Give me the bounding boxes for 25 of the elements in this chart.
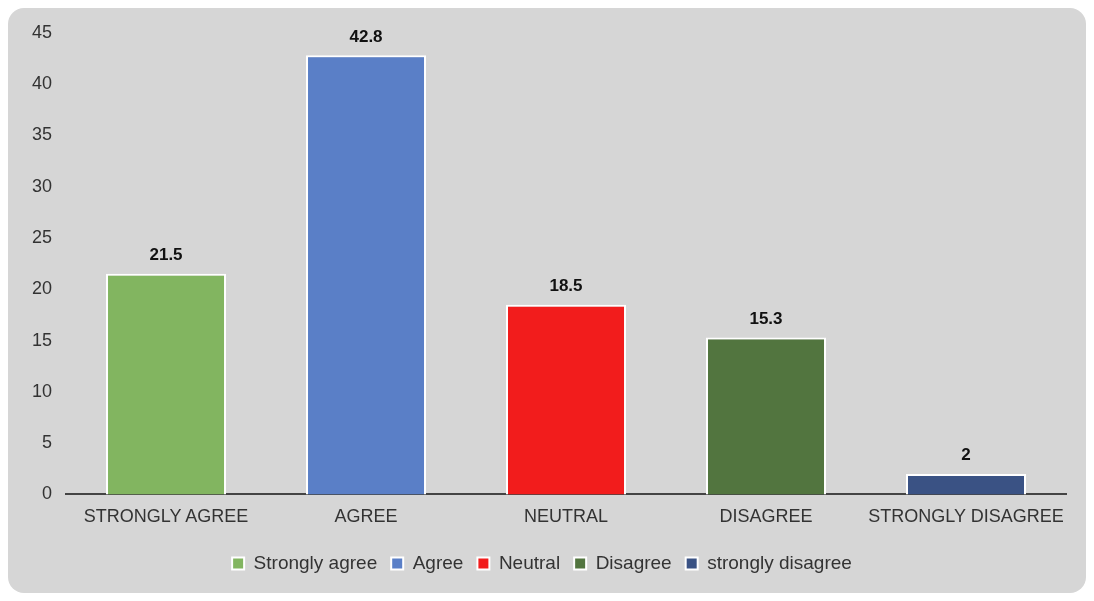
y-tick-label: 20 bbox=[31, 278, 53, 299]
y-tick-label: 0 bbox=[42, 483, 53, 504]
y-tick-label: 25 bbox=[31, 226, 53, 247]
x-tick-label: NEUTRAL bbox=[524, 506, 609, 527]
legend-label: Disagree bbox=[595, 551, 672, 573]
legend-label: Neutral bbox=[498, 551, 561, 573]
data-label: 18.5 bbox=[549, 275, 583, 295]
data-label: 2 bbox=[961, 445, 971, 465]
y-tick-label: 35 bbox=[31, 124, 53, 145]
y-tick-label: 5 bbox=[42, 432, 53, 453]
x-tick-label: DISAGREE bbox=[719, 506, 813, 527]
legend-label: strongly disagree bbox=[707, 551, 852, 573]
data-label: 21.5 bbox=[149, 245, 183, 265]
data-label: 42.8 bbox=[349, 26, 383, 46]
x-tick-label: AGREE bbox=[334, 506, 398, 527]
legend-label: Strongly agree bbox=[253, 551, 378, 573]
y-tick-label: 10 bbox=[31, 380, 53, 401]
y-tick-label: 30 bbox=[31, 175, 53, 196]
x-tick-label: STRONGLY AGREE bbox=[83, 506, 249, 527]
legend-label: Agree bbox=[412, 551, 464, 573]
y-tick-label: 40 bbox=[31, 73, 53, 94]
data-label: 15.3 bbox=[749, 308, 783, 328]
y-tick-label: 45 bbox=[31, 21, 53, 42]
y-tick-label: 15 bbox=[31, 329, 53, 350]
x-tick-label: STRONGLY DISAGREE bbox=[868, 506, 1064, 527]
